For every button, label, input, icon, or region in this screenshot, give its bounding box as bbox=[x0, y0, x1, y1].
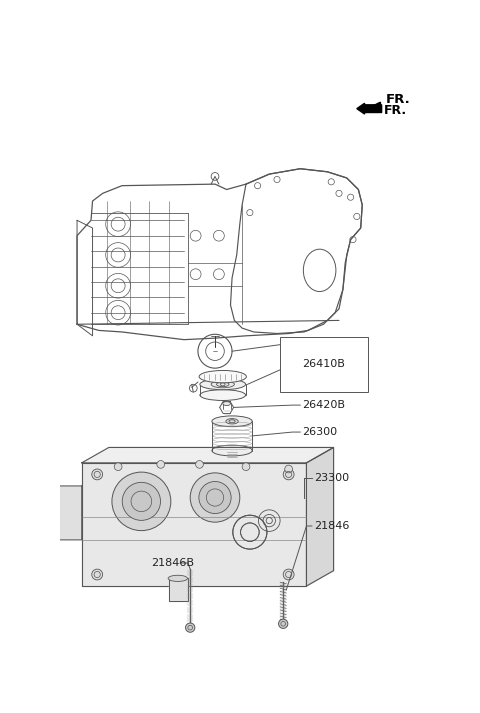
Circle shape bbox=[112, 472, 171, 530]
Circle shape bbox=[92, 569, 103, 580]
Circle shape bbox=[157, 461, 165, 468]
Polygon shape bbox=[82, 463, 306, 586]
Ellipse shape bbox=[199, 371, 246, 383]
Text: 26300: 26300 bbox=[302, 427, 338, 437]
Text: 26420B: 26420B bbox=[302, 400, 346, 410]
Circle shape bbox=[283, 569, 294, 580]
Circle shape bbox=[186, 623, 195, 632]
Ellipse shape bbox=[223, 401, 230, 406]
Circle shape bbox=[285, 465, 292, 473]
Circle shape bbox=[122, 482, 160, 520]
Circle shape bbox=[283, 469, 294, 480]
Circle shape bbox=[92, 469, 103, 480]
Ellipse shape bbox=[200, 390, 246, 401]
Polygon shape bbox=[48, 486, 82, 540]
Ellipse shape bbox=[211, 381, 234, 388]
Circle shape bbox=[278, 619, 288, 628]
Ellipse shape bbox=[200, 379, 246, 390]
Polygon shape bbox=[368, 102, 380, 113]
Ellipse shape bbox=[212, 445, 252, 456]
Text: 26413: 26413 bbox=[299, 339, 334, 349]
Ellipse shape bbox=[168, 575, 188, 581]
Circle shape bbox=[114, 463, 122, 471]
Circle shape bbox=[199, 481, 231, 513]
Text: 21846B: 21846B bbox=[152, 558, 194, 568]
Text: 23300: 23300 bbox=[314, 473, 349, 483]
Polygon shape bbox=[82, 448, 334, 463]
Text: 26410B: 26410B bbox=[302, 359, 346, 369]
Ellipse shape bbox=[226, 419, 238, 424]
Ellipse shape bbox=[212, 416, 252, 426]
Polygon shape bbox=[168, 578, 188, 602]
FancyArrow shape bbox=[357, 103, 382, 114]
Circle shape bbox=[190, 473, 240, 522]
Text: FR.: FR. bbox=[385, 93, 410, 106]
Circle shape bbox=[196, 461, 204, 468]
Text: FR.: FR. bbox=[384, 105, 407, 118]
Circle shape bbox=[242, 463, 250, 471]
Polygon shape bbox=[306, 448, 334, 586]
Text: 21846: 21846 bbox=[314, 521, 349, 531]
